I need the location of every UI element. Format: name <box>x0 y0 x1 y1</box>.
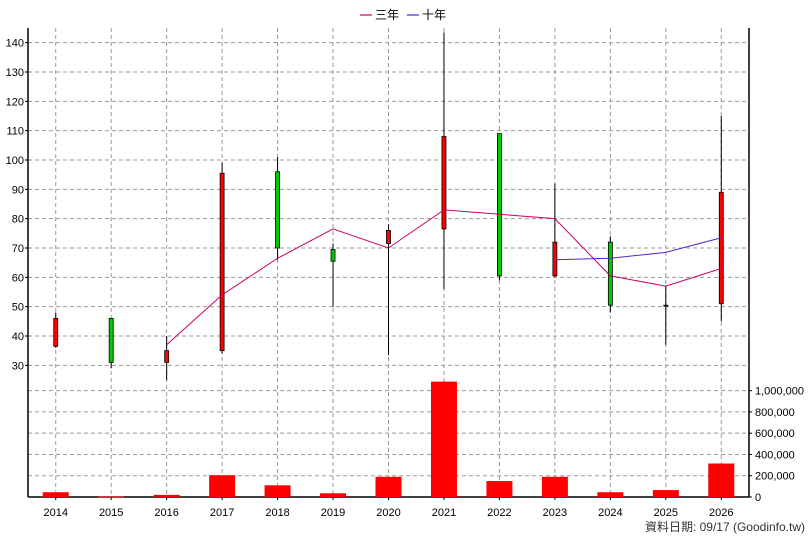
candle-body <box>108 317 114 363</box>
year-tick-label: 2017 <box>210 507 234 519</box>
legend-label-3y: 三年 <box>375 8 399 22</box>
year-tick-label: 2023 <box>543 507 567 519</box>
price-tick-label: 90 <box>12 184 24 196</box>
price-tick-label: 30 <box>12 360 24 372</box>
volume-bar <box>98 496 125 498</box>
price-tick-label: 50 <box>12 302 24 314</box>
volume-tick-label: 200,000 <box>755 471 795 483</box>
volume-bar <box>708 463 735 497</box>
price-tick-label: 100 <box>6 155 24 167</box>
volume-bar <box>541 476 568 497</box>
moving-averages <box>166 209 722 346</box>
ma-10y-line <box>554 237 722 261</box>
candle-body <box>441 136 447 230</box>
volume-tick-label: 800,000 <box>755 407 795 419</box>
ma-3y-line <box>166 209 722 346</box>
price-tick-label: 60 <box>12 272 24 284</box>
volume-bars <box>42 381 735 498</box>
volume-bar <box>153 494 180 497</box>
volume-bar <box>320 493 347 497</box>
volume-bar <box>209 475 236 497</box>
volume-tick-label: 1,000,000 <box>755 386 804 398</box>
candle-body <box>552 241 558 277</box>
year-tick-label: 2015 <box>99 507 123 519</box>
legend-label-10y: 十年 <box>422 8 446 22</box>
candles <box>53 32 724 380</box>
candle-body <box>219 172 225 352</box>
year-tick-label: 2022 <box>487 507 511 519</box>
candle-body <box>663 304 669 307</box>
year-tick-label: 2020 <box>376 507 400 519</box>
volume-bar <box>375 476 402 497</box>
volume-bar <box>652 490 679 497</box>
year-tick-label: 2024 <box>598 507 622 519</box>
volume-bar <box>486 481 513 497</box>
candle-body <box>607 241 613 306</box>
candle-body <box>164 350 170 363</box>
volume-tick-label: 400,000 <box>755 449 795 461</box>
year-tick-label: 2016 <box>154 507 178 519</box>
source-text: 資料日期: 09/17 (Goodinfo.tw) <box>645 520 805 534</box>
volume-bar <box>42 492 69 497</box>
year-tick-label: 2014 <box>43 507 67 519</box>
volume-bar <box>264 485 291 497</box>
volume-tick-label: 0 <box>755 492 761 504</box>
year-tick-label: 2018 <box>265 507 289 519</box>
candle-body <box>330 249 336 262</box>
year-tick-label: 2021 <box>432 507 456 519</box>
volume-bar <box>597 492 624 497</box>
price-tick-label: 70 <box>12 243 24 255</box>
price-tick-label: 130 <box>6 67 24 79</box>
price-tick-label: 40 <box>12 331 24 343</box>
price-tick-label: 140 <box>6 38 24 50</box>
axes-layer: 30 40 50 60 70 80 90 100 110 120 130 140 0 200,000 400… <box>6 28 804 519</box>
year-tick-label: 2026 <box>709 507 733 519</box>
candle-body <box>718 191 724 305</box>
legend: 三年 十年 <box>360 8 446 22</box>
candle-body <box>497 133 502 277</box>
price-tick-label: 120 <box>6 96 24 108</box>
year-tick-label: 2019 <box>321 507 345 519</box>
candle-body <box>53 317 59 347</box>
price-tick-label: 80 <box>12 214 24 226</box>
candle-body <box>386 229 391 244</box>
candle-body <box>275 171 280 249</box>
price-tick-label: 110 <box>6 126 24 138</box>
year-tick-label: 2025 <box>654 507 678 519</box>
volume-tick-label: 600,000 <box>755 428 795 440</box>
volume-bar <box>430 381 457 497</box>
